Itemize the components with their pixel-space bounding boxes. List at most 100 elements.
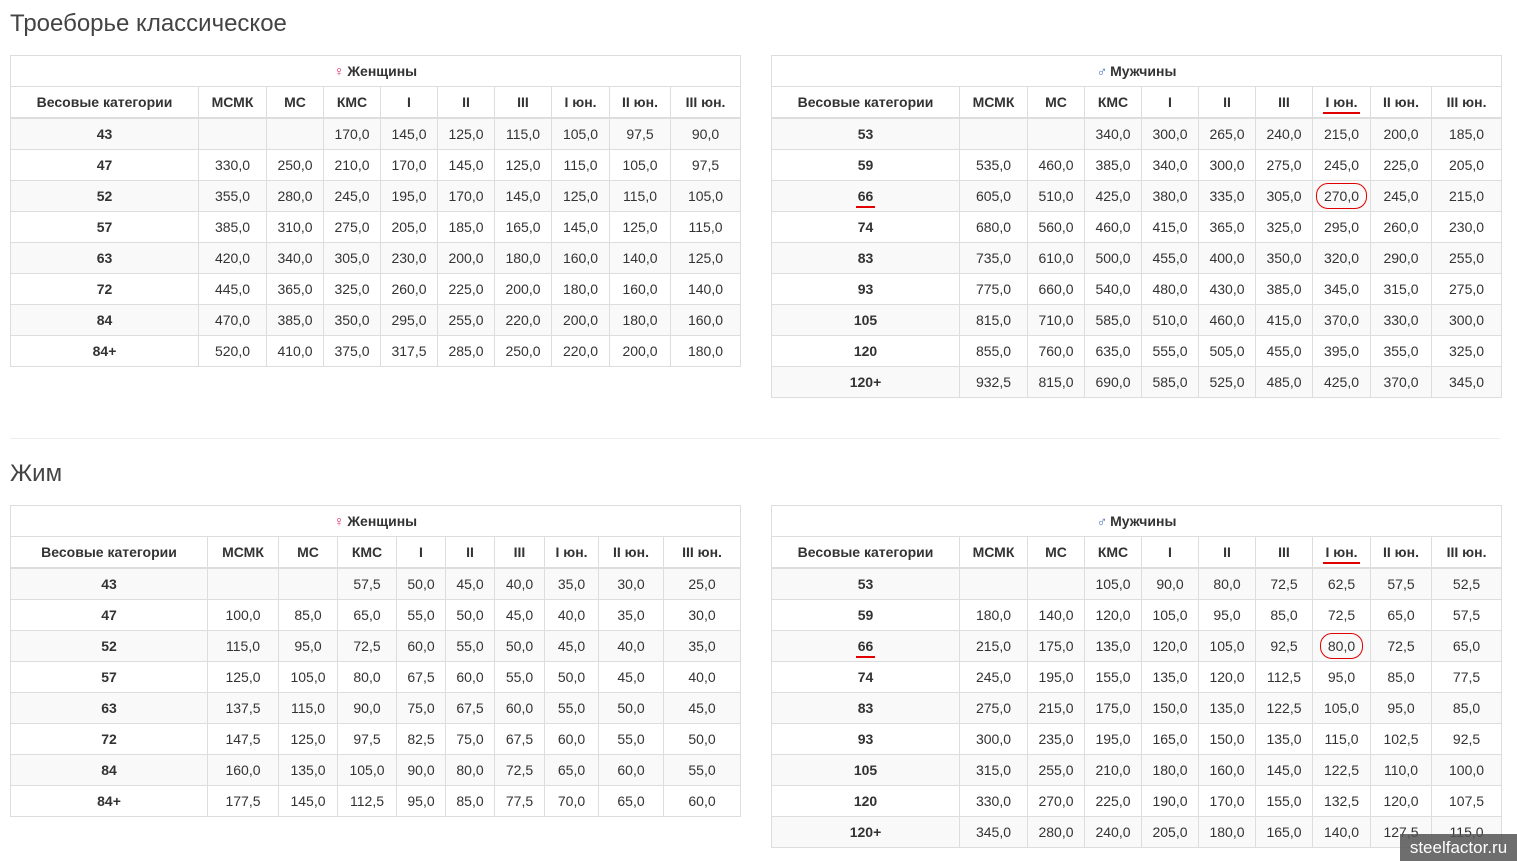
standard-value-cell: 245,0 (1370, 180, 1432, 212)
standard-value-cell: 72,5 (494, 754, 545, 786)
standard-value: 200,0 (562, 312, 599, 328)
standard-value-cell: 40,0 (598, 630, 664, 662)
standard-value-cell: 500,0 (1084, 242, 1142, 274)
standard-value: 105,0 (622, 157, 658, 173)
standard-value-cell: 135,0 (1255, 723, 1313, 755)
column-header-label: II (1223, 94, 1231, 110)
column-header: III юн. (1430, 536, 1503, 569)
standard-value: 265,0 (1209, 126, 1245, 142)
column-header: МС (1027, 536, 1085, 569)
column-header: II юн. (609, 86, 671, 119)
standard-value: 345,0 (1323, 281, 1360, 297)
table-row: 105 315,0 255,0 210,0 180,0 160,0 145,0 122,5 11… (771, 754, 1503, 786)
standard-value-cell: 185,0 (1430, 117, 1503, 150)
standard-value: 260,0 (391, 281, 427, 297)
standard-value-cell: 370,0 (1370, 366, 1432, 398)
column-header-label: КМС (1097, 544, 1129, 560)
standard-value: 105,0 (349, 762, 385, 778)
standard-value-cell: 710,0 (1027, 304, 1085, 336)
standard-value: 147,5 (225, 731, 261, 747)
standard-value: 55,0 (688, 762, 716, 778)
standard-value-cell: 100,0 (1430, 754, 1503, 786)
weight-category-cell: 120 (771, 785, 960, 817)
standard-value-cell: 175,0 (1027, 630, 1085, 662)
table-row: 52 355,0 280,0 245,0 195,0 170,0 145,0 125,0 115… (10, 180, 742, 212)
standard-value-cell: 45,0 (662, 692, 742, 724)
table-bench-men: ♂ Мужчины Весовые категории МСМК МС КМС I II II… (770, 505, 1503, 848)
column-header: МС (266, 86, 324, 119)
standard-value-cell: 137,5 (207, 692, 279, 724)
standard-value: 480,0 (1152, 281, 1188, 297)
column-header: II юн. (1370, 86, 1432, 119)
standard-value-cell: 485,0 (1255, 366, 1313, 398)
standard-value-cell: 280,0 (266, 180, 324, 212)
standard-value-cell: 57,5 (337, 567, 397, 600)
standard-value: 932,5 (975, 374, 1012, 390)
standard-value: 315,0 (1383, 281, 1419, 297)
standard-value: 145,0 (290, 793, 326, 809)
standard-value-cell: 210,0 (1084, 754, 1142, 786)
standard-value-cell: 55,0 (598, 723, 664, 755)
column-header-label: III (1278, 94, 1290, 110)
standard-value: 57,5 (1452, 607, 1481, 623)
standard-value-cell: 520,0 (198, 335, 267, 367)
standard-value-cell: 102,5 (1370, 723, 1432, 755)
standard-value-cell: 255,0 (1430, 242, 1503, 274)
standard-value-cell: 410,0 (266, 335, 324, 367)
standard-value-cell: 220,0 (494, 304, 552, 336)
standard-value: 85,0 (1452, 700, 1481, 716)
standard-value-cell: 145,0 (437, 149, 495, 181)
standard-value: 760,0 (1038, 343, 1074, 359)
standard-value: 25,0 (688, 576, 716, 592)
standard-value-cell (959, 567, 1028, 600)
standard-value: 180,0 (687, 343, 724, 359)
standard-value-cell: 67,5 (445, 692, 495, 724)
standard-value-cell: 317,5 (380, 335, 438, 367)
standard-value-cell: 205,0 (380, 211, 438, 243)
column-header: Весовые категории (10, 86, 199, 119)
group-label: Женщины (347, 63, 418, 79)
standard-value-cell: 370,0 (1312, 304, 1371, 336)
standard-value: 510,0 (1152, 312, 1188, 328)
column-header-label: Весовые категории (41, 544, 177, 560)
standard-value-cell: 112,5 (337, 785, 397, 817)
standard-value-cell: 180,0 (959, 599, 1028, 631)
standard-value-cell: 325,0 (1255, 211, 1313, 243)
weight-category-cell: 63 (10, 692, 208, 724)
standard-value-cell: 60,0 (544, 723, 599, 755)
standard-value: 160,0 (622, 281, 658, 297)
column-header-label: I (1168, 544, 1172, 560)
column-header: II юн. (598, 536, 664, 569)
standard-value-cell: 265,0 (1198, 117, 1256, 150)
standard-value-cell: 60,0 (396, 630, 446, 662)
standard-value-cell: 145,0 (551, 211, 610, 243)
standard-value-cell: 275,0 (1430, 273, 1503, 305)
column-header-label: МСМК (222, 544, 264, 560)
column-header-label: II (466, 544, 474, 560)
standard-value: 205,0 (1152, 824, 1188, 840)
standard-value: 135,0 (1095, 638, 1131, 654)
standard-value: 115,0 (563, 157, 598, 173)
standard-value-cell: 415,0 (1141, 211, 1199, 243)
section-title-powerlifting: Троеборье классическое (10, 10, 287, 37)
standard-value-cell: 115,0 (207, 630, 279, 662)
standard-value-cell: 510,0 (1027, 180, 1085, 212)
standard-value: 85,0 (294, 607, 322, 623)
standard-value: 40,0 (688, 669, 716, 685)
standard-value-cell: 425,0 (1312, 366, 1371, 398)
standard-value: 57,5 (1387, 576, 1415, 592)
standard-value: 350,0 (1266, 250, 1302, 266)
standard-value: 370,0 (1383, 374, 1419, 390)
column-header: III юн. (669, 86, 742, 119)
standard-value: 145,0 (562, 219, 599, 235)
standard-value: 210,0 (1095, 762, 1131, 778)
standard-value-cell: 107,5 (1430, 785, 1503, 817)
column-header: МСМК (198, 86, 267, 119)
standard-value: 195,0 (391, 188, 427, 204)
standard-value-cell: 155,0 (1255, 785, 1313, 817)
standard-value: 105,0 (687, 188, 724, 204)
standard-value: 290,0 (1383, 250, 1419, 266)
column-header: III (1255, 536, 1313, 569)
standard-value-cell: 30,0 (662, 599, 742, 631)
column-header-label: II (1223, 544, 1231, 560)
